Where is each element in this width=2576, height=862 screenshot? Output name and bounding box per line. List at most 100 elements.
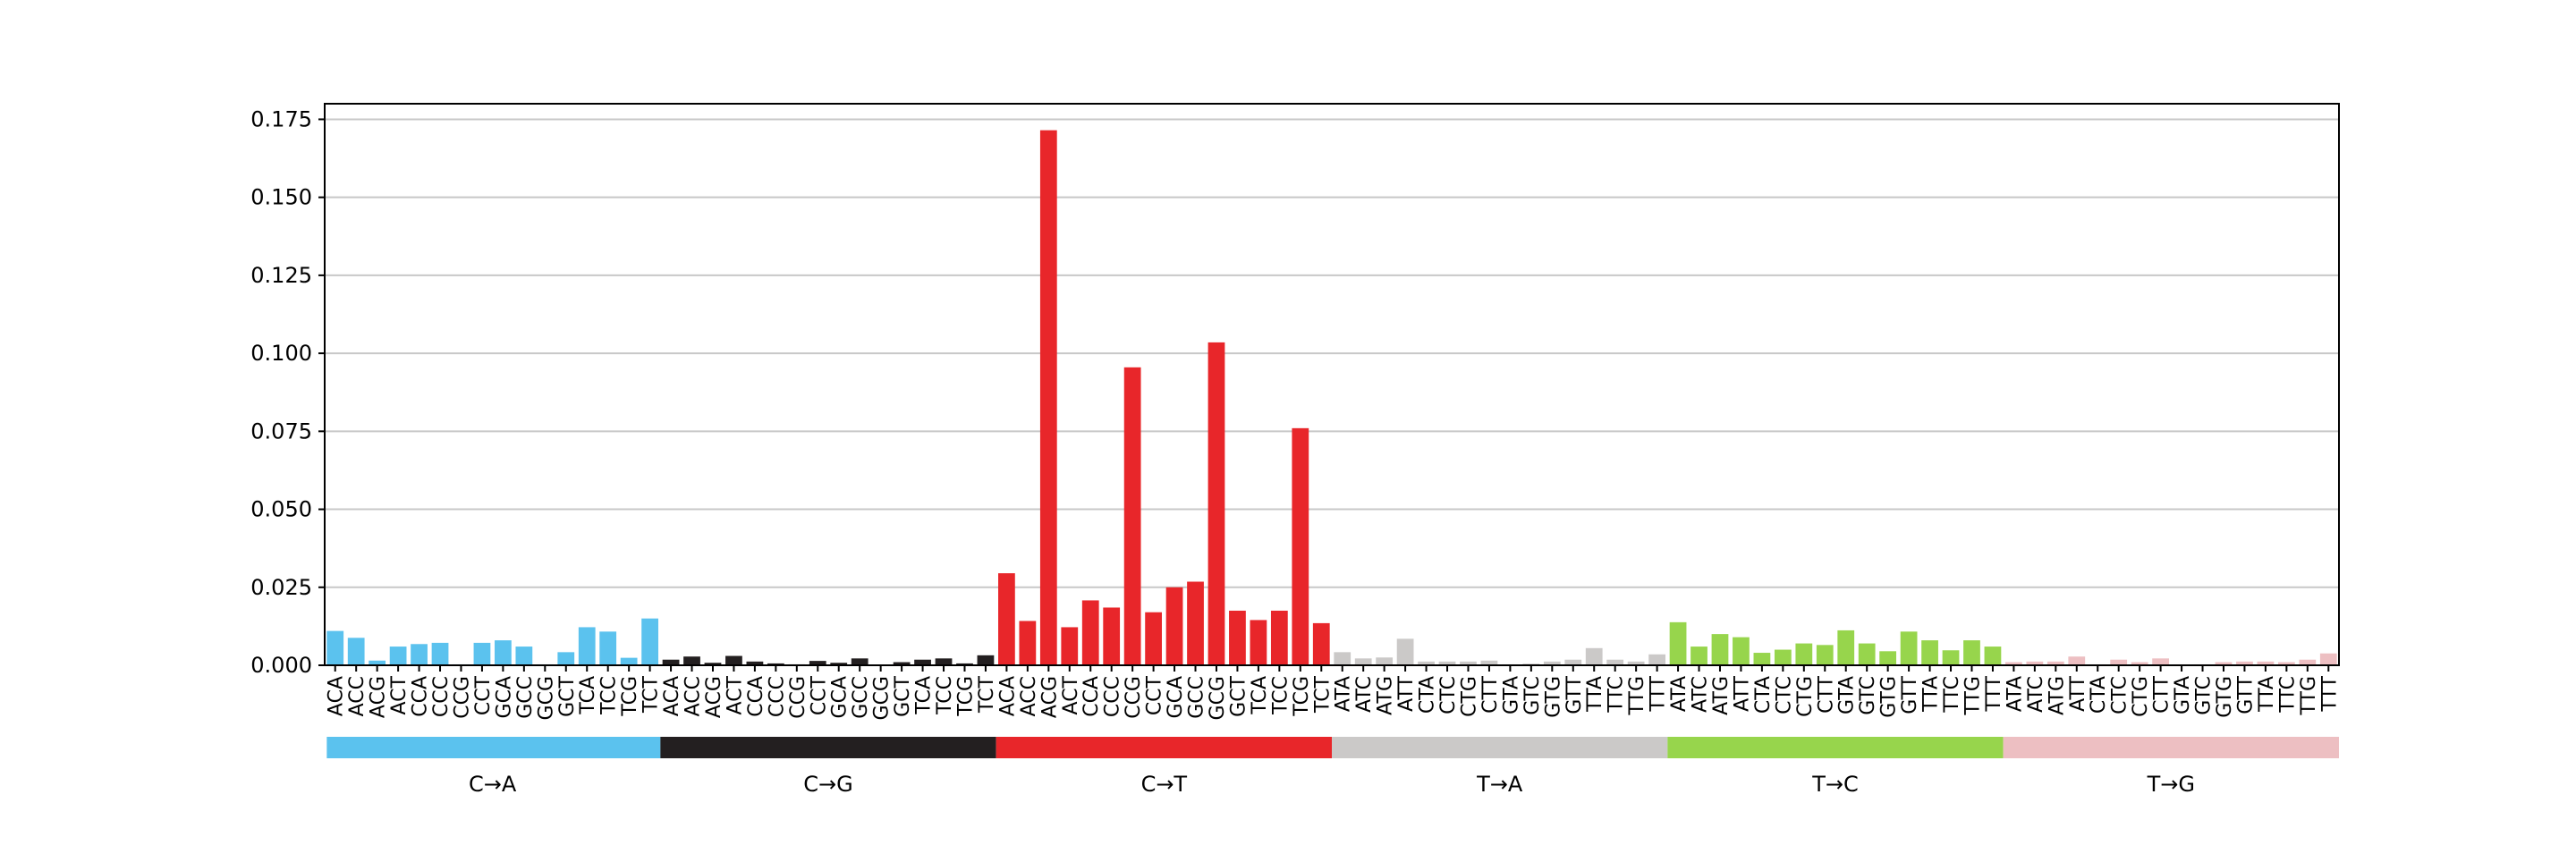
x-tick-label: ACC: [346, 676, 369, 716]
bar-4-att: [1733, 637, 1750, 665]
bar-1-gcc: [851, 658, 869, 665]
bar-1-cca: [746, 661, 764, 665]
bar-1-tca: [914, 659, 931, 665]
x-tick-label: GTC: [1521, 676, 1544, 715]
bar-1-acc: [683, 656, 700, 665]
group-label: T→C: [1811, 772, 1859, 797]
x-tick-label: TTA: [2256, 676, 2278, 713]
bar-0-tcg: [620, 657, 638, 665]
x-tick-label: GTA: [1836, 676, 1859, 714]
x-tick-label: CCG: [787, 676, 809, 719]
group-strip: [1667, 737, 2004, 758]
y-tick-label: 0.100: [250, 341, 312, 366]
x-tick-label: CCG: [1123, 676, 1145, 719]
bar-2-aca: [998, 573, 1015, 665]
bar-1-tct: [977, 655, 995, 665]
bar-2-gca: [1165, 587, 1183, 665]
bar-1-ccc: [767, 663, 784, 665]
x-tick-label: ACA: [326, 676, 348, 716]
bar-1-tcc: [935, 658, 953, 665]
bar-4-gtt: [1900, 631, 1918, 665]
x-tick-label: GCC: [514, 676, 537, 719]
x-tick-label: ACC: [682, 676, 705, 716]
x-tick-label: CCT: [1144, 675, 1166, 715]
x-tick-label: CCA: [1080, 676, 1103, 717]
bar-5-ctg: [2131, 662, 2148, 665]
x-tick-label: TTG: [1626, 676, 1648, 716]
bar-5-gtt: [2236, 661, 2253, 665]
x-tick-label: GCA: [829, 676, 852, 718]
bar-2-cct: [1145, 612, 1162, 665]
x-tick-label: ATG: [2046, 676, 2068, 715]
bar-2-act: [1061, 627, 1079, 665]
x-tick-label: GCG: [871, 676, 894, 720]
bar-3-ttc: [1606, 659, 1624, 665]
x-tick-label: GTA: [1500, 676, 1522, 714]
x-tick-label: TTG: [1962, 676, 1984, 716]
group-label: C→G: [803, 772, 852, 797]
x-tick-label: GCC: [1186, 676, 1208, 719]
bar-4-ttg: [1963, 640, 1980, 665]
x-tick-label: ATT: [2067, 675, 2089, 711]
group-strips: C→A C→G C→T T→A T→C T→G: [326, 737, 2339, 797]
bar-0-tct: [641, 618, 658, 665]
bar-0-tca: [578, 627, 596, 665]
x-tick-label: CTC: [2109, 676, 2131, 714]
bar-1-aca: [662, 659, 680, 665]
x-tick-label: TTA: [1584, 676, 1606, 713]
bar-1-cct: [809, 661, 826, 665]
x-tick-label: GTG: [1878, 676, 1901, 718]
x-tick-label: TTT: [2318, 675, 2341, 712]
group-label: C→T: [1141, 772, 1188, 797]
bar-1-act: [725, 655, 742, 665]
x-tick-label: ACA: [996, 676, 1019, 716]
bar-2-acg: [1039, 130, 1057, 666]
x-tick-label: CCC: [766, 676, 788, 717]
x-tick-label: GTT: [1563, 675, 1586, 714]
x-tick-label: TCT: [976, 675, 998, 714]
bar-3-ata: [1334, 652, 1352, 665]
x-tick-label: ATT: [1395, 675, 1418, 711]
x-tick-label: CCT: [808, 675, 830, 715]
bar-5-ttg: [2299, 659, 2317, 665]
x-tick-label: ATT: [1731, 675, 1753, 711]
bar-4-tta: [1921, 640, 1938, 665]
x-tick-label: TCT: [1311, 675, 1334, 714]
bar-3-ttt: [1648, 654, 1665, 665]
x-tick-label: GCT: [1227, 675, 1250, 716]
x-tick-label: ATG: [1710, 676, 1733, 715]
x-tick-label: ACC: [1018, 676, 1040, 716]
x-tick-label: GCT: [892, 675, 914, 716]
x-tick-label: CTG: [1794, 676, 1817, 717]
bar-4-gtg: [1879, 651, 1897, 665]
x-tick-label: TCG: [619, 676, 641, 717]
bar-4-cta: [1753, 653, 1771, 665]
bar-3-atg: [1376, 657, 1394, 665]
x-tick-label: ACG: [368, 676, 390, 718]
x-tick-label: ACG: [703, 676, 725, 718]
x-tick-label: GCC: [850, 676, 872, 719]
bar-0-tcc: [599, 631, 617, 665]
bar-2-cca: [1081, 600, 1099, 665]
y-axis: 0.000 0.025 0.050 0.075 0.100 0.125 0.150 0.175: [250, 106, 325, 678]
x-tick-label: GTG: [1542, 676, 1564, 718]
bar-3-atc: [1354, 658, 1372, 665]
bar-5-ata: [2005, 662, 2022, 665]
x-tick-label: GCG: [1207, 676, 1229, 720]
x-tick-label: CTC: [1437, 676, 1460, 714]
bar-5-ctc: [2110, 659, 2128, 665]
plot-frame: [324, 103, 2340, 666]
x-tick-label: CCC: [430, 676, 453, 717]
bar-3-tta: [1585, 647, 1603, 665]
x-tick-label: GTG: [2214, 676, 2236, 718]
bar-4-ctt: [1816, 645, 1834, 665]
bar-5-ttt: [2319, 653, 2337, 665]
bar-2-tcg: [1292, 427, 1309, 665]
x-tick-label: TCC: [1269, 676, 1292, 715]
bar-3-gtg: [1543, 661, 1561, 665]
x-tick-label: CTA: [1752, 676, 1775, 714]
x-tick-label: GTA: [2172, 676, 2194, 714]
x-tick-label: GCA: [1165, 676, 1187, 718]
x-tick-label: ACG: [1038, 676, 1061, 718]
